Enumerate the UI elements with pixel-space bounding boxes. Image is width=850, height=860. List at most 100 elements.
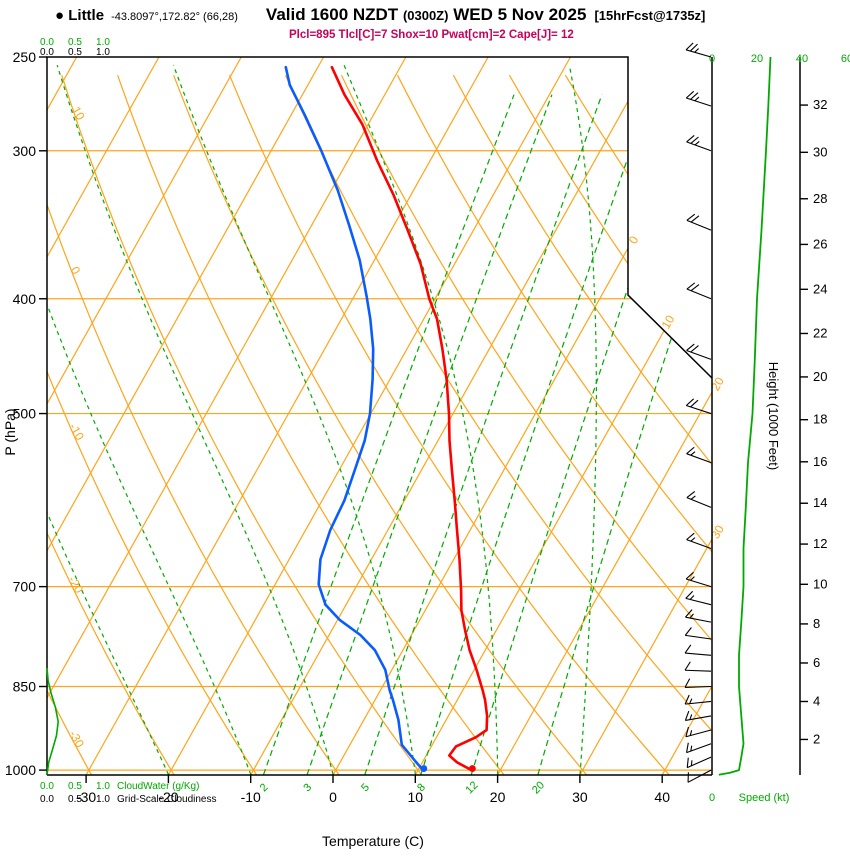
height-tick-label: 6 <box>813 655 820 670</box>
stability-indices: Plcl=895 Tlcl[C]=7 Shox=10 Pwat[cm]=2 Ca… <box>289 29 574 41</box>
dry-adiabat-line <box>396 74 712 775</box>
temperature-tick-label: 30 <box>572 789 588 805</box>
pressure-tick-label: 850 <box>13 679 37 695</box>
moist-adiabat-line <box>56 65 334 775</box>
dry-adiabat-line <box>564 74 712 775</box>
surface-dewpoint-dot <box>420 765 428 772</box>
height-tick-label: 20 <box>813 369 827 384</box>
wind-speed-profile <box>718 56 772 776</box>
speed-tick-label: 40 <box>796 53 808 65</box>
mixing-ratio-label: 5 <box>359 781 372 794</box>
wind-barb-staff <box>685 729 712 738</box>
dry-adiabat-line <box>117 74 505 775</box>
moist-adiabat-line <box>47 65 170 775</box>
valid-prefix: Valid 1600 NZDT <box>265 5 399 24</box>
dry-adiabat-line <box>340 74 712 775</box>
dry-adiabat-line <box>47 75 257 775</box>
wind-barb-staff <box>686 349 712 360</box>
wind-barb-staff <box>686 288 712 300</box>
isotherm-label: 10 <box>659 312 678 331</box>
mixing-ratio-label: 12 <box>463 779 480 796</box>
dry-adiabat-label: 10 <box>69 104 88 123</box>
dewpoint-line <box>284 65 425 772</box>
wind-barb-staff <box>685 616 712 623</box>
wind-barb-staff <box>685 634 712 640</box>
cloudwater-top-tick: 0.0 <box>40 37 54 48</box>
isotherm-line <box>85 57 489 775</box>
pressure-axis-title: P (hPa) <box>2 408 18 455</box>
wind-barb-staff <box>685 49 712 58</box>
cloudiness-bottom-tick: 1.0 <box>96 794 110 805</box>
cloudwater-bottom-tick: 1.0 <box>96 781 110 792</box>
wind-barb-staff <box>686 141 712 152</box>
wind-barb-staff <box>684 685 712 688</box>
height-tick-label: 30 <box>813 144 827 159</box>
height-tick-label: 14 <box>813 495 827 510</box>
moist-adiabat-line <box>172 64 417 775</box>
moist-adiabat-line <box>47 65 252 775</box>
isotherm-line <box>579 57 712 775</box>
speed-tick-label: 60 <box>841 53 850 65</box>
isotherm-line <box>250 57 654 775</box>
wind-barb-staff <box>686 97 712 107</box>
station-title: ● Little <box>55 7 104 24</box>
speed-axis-title: Speed (kt) <box>739 792 790 804</box>
mixing-ratio-line <box>420 94 651 775</box>
dry-adiabat-line <box>508 74 712 775</box>
isotherm-line <box>414 57 712 775</box>
cloudwater-top-tick: 1.0 <box>96 37 110 48</box>
dry-adiabat-line <box>61 75 422 775</box>
temperature-tick-label: -30 <box>76 789 96 805</box>
height-tick-label: 18 <box>813 412 827 427</box>
valid-date: WED 5 Nov 2025 <box>453 5 587 24</box>
isotherm-line <box>47 57 242 775</box>
cloudwater-axis-title: CloudWater (g/Kg) <box>117 781 199 792</box>
isotherm-line <box>47 57 325 775</box>
isotherm-label: 30 <box>708 522 727 541</box>
height-tick-label: 12 <box>813 536 827 551</box>
height-tick-label: 2 <box>813 731 820 746</box>
isotherm-line <box>497 57 712 775</box>
height-tick-label: 22 <box>813 325 827 340</box>
wind-barb-staff <box>686 453 712 464</box>
mixing-ratio-line <box>306 94 553 775</box>
pressure-tick-label: 1000 <box>5 762 36 778</box>
height-tick-label: 26 <box>813 236 827 251</box>
pressure-tick-label: 500 <box>13 406 37 422</box>
mixing-ratio-line <box>470 94 695 775</box>
valid-time: Valid 1600 NZDT (0300Z) WED 5 Nov 2025 <box>266 5 587 25</box>
dry-adiabat-line <box>47 75 340 775</box>
temperature-tick-label: -10 <box>241 789 261 805</box>
forecast-reference: [15hrFcst@1735z] <box>594 8 706 23</box>
cloudiness-bottom-tick: 0.0 <box>40 794 54 805</box>
height-tick-label: 28 <box>813 191 827 206</box>
mixing-ratio-line <box>537 94 712 775</box>
surface-temperature-dot <box>468 765 476 772</box>
cloud-water-profile <box>46 667 60 775</box>
height-tick-label: 4 <box>813 693 820 708</box>
pressure-tick-label: 250 <box>13 49 37 65</box>
height-tick-label: 8 <box>813 616 820 631</box>
pressure-tick-label: 300 <box>13 143 37 159</box>
dry-adiabat-line <box>284 74 712 775</box>
wind-barb-staff <box>685 715 712 721</box>
isotherm-line <box>47 57 407 775</box>
height-tick-label: 32 <box>813 97 827 112</box>
wind-barbs <box>684 42 712 783</box>
temperature-tick-label: 0 <box>329 789 337 805</box>
moist-adiabat-line <box>568 65 598 775</box>
height-axis-title: Height (1000 Feet) <box>766 362 781 470</box>
station-dot-marker: ● <box>55 7 65 24</box>
orange-grid <box>47 57 712 775</box>
wind-barb-staff <box>684 669 712 672</box>
wind-barb-staff <box>686 404 712 415</box>
cloudiness-bottom-tick: 0.5 <box>68 794 82 805</box>
station-name: Little <box>68 7 105 24</box>
dry-adiabat-line <box>173 74 587 775</box>
sounding-profiles <box>284 65 489 772</box>
cloudiness-axis-labels: 0.0 0.0 0.5 0.5 1.0 1.0 Grid-Scale Cloudiness <box>40 47 216 805</box>
station-coords: -43.8097°,172.82° (66,28) <box>111 11 238 23</box>
